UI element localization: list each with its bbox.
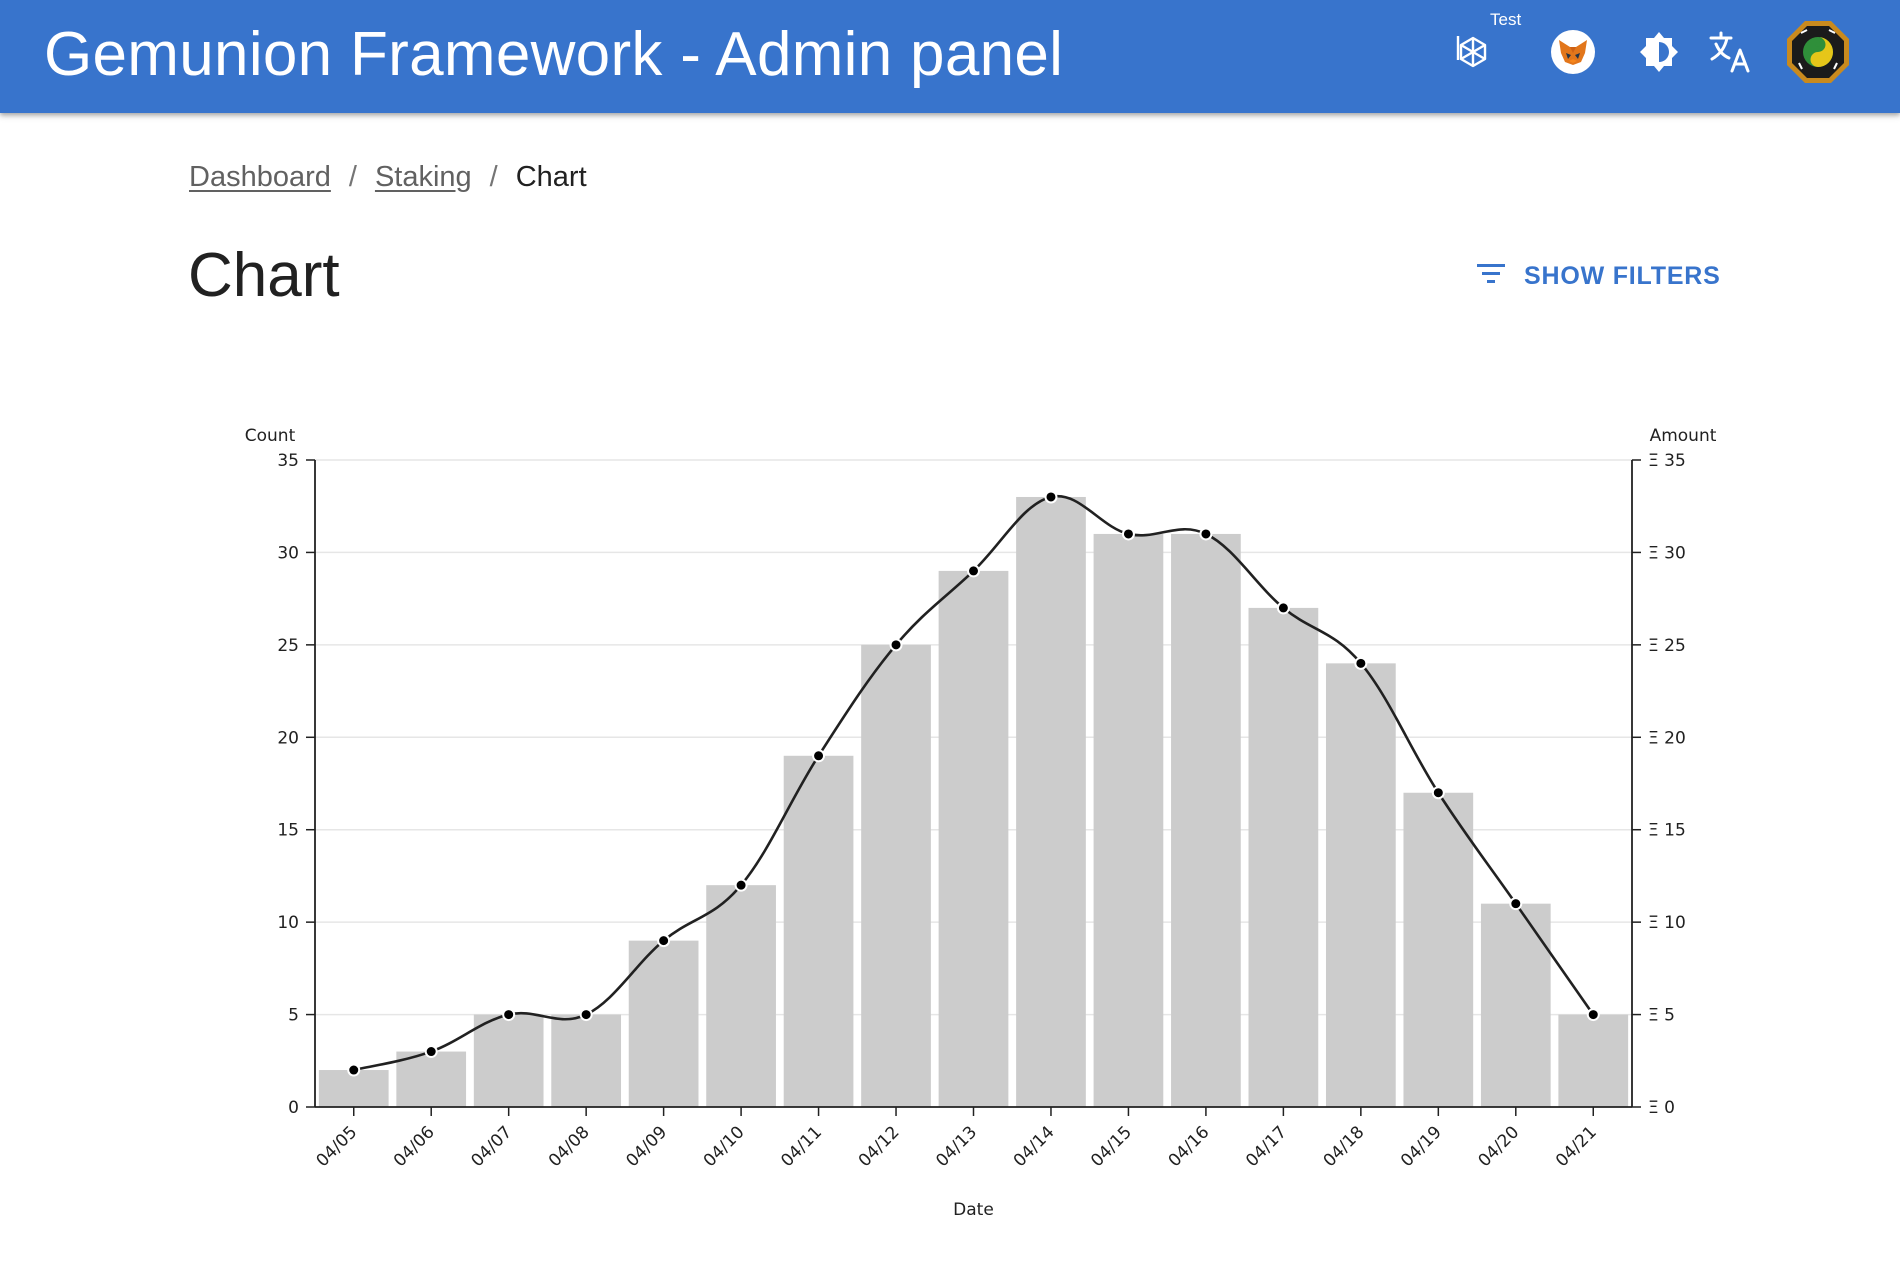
chart-bar — [628, 940, 699, 1107]
amount-point — [1354, 656, 1368, 670]
y-tick-label-right: Ξ 35 — [1648, 451, 1686, 471]
y-axis-title-left: Count — [245, 426, 296, 446]
chart-bar — [706, 885, 776, 1107]
breadcrumb-staking-link[interactable]: Staking — [374, 161, 472, 193]
page-title: Chart — [188, 241, 340, 310]
x-tick-label: 04/13 — [932, 1122, 981, 1171]
y-tick-label-left: 20 — [277, 728, 299, 748]
x-tick-label: 04/20 — [1475, 1122, 1524, 1171]
x-tick-label: 04/18 — [1320, 1122, 1369, 1171]
chart-bar — [1325, 663, 1396, 1107]
y-tick-label-left: 30 — [277, 543, 299, 563]
amount-point — [1509, 897, 1523, 911]
x-tick-label: 04/17 — [1242, 1122, 1291, 1171]
translate-icon — [1707, 28, 1755, 81]
x-tick-label: 04/08 — [545, 1122, 594, 1171]
chart-bar — [1016, 496, 1086, 1107]
show-filters-button[interactable]: SHOW FILTERS — [1476, 254, 1721, 298]
theme-toggle-button[interactable] — [1631, 26, 1687, 82]
amount-point — [889, 638, 903, 652]
x-tick-label: 04/19 — [1397, 1122, 1446, 1171]
x-tick-label: 04/16 — [1165, 1122, 1214, 1171]
chart-bar — [1248, 607, 1319, 1107]
amount-point — [502, 1008, 516, 1022]
amount-point — [1044, 490, 1058, 504]
x-axis-title: Date — [953, 1200, 994, 1220]
breadcrumb: Dashboard / Staking / Chart — [189, 159, 587, 195]
metamask-fox-icon — [1550, 29, 1596, 80]
chart-bar — [1093, 533, 1164, 1107]
language-button[interactable] — [1703, 26, 1759, 82]
chart-bar — [938, 570, 1009, 1107]
user-avatar-logo — [1785, 19, 1851, 90]
user-menu-button[interactable] — [1786, 20, 1850, 86]
amount-point — [579, 1008, 593, 1022]
chart-bar — [1171, 533, 1241, 1107]
app-bar: Gemunion Framework - Admin panel Test — [0, 0, 1900, 113]
y-tick-label-right: Ξ 25 — [1648, 636, 1686, 656]
y-axis-title-right: Amount — [1650, 426, 1717, 446]
breadcrumb-separator: / — [489, 161, 498, 193]
filter-list-icon — [1476, 261, 1506, 292]
chart-bar — [861, 644, 931, 1107]
y-tick-label-right: Ξ 10 — [1648, 913, 1686, 933]
x-tick-label: 04/21 — [1552, 1122, 1601, 1171]
chart-bar — [1558, 1014, 1629, 1107]
x-tick-label: 04/11 — [777, 1122, 826, 1171]
app-title: Gemunion Framework - Admin panel — [44, 20, 1064, 89]
chart-bar — [1480, 903, 1551, 1107]
y-tick-label-right: Ξ 5 — [1648, 1006, 1675, 1026]
amount-point — [967, 564, 980, 578]
show-filters-label: SHOW FILTERS — [1524, 261, 1721, 290]
network-label: Test — [1490, 10, 1522, 29]
x-tick-label: 04/09 — [622, 1122, 671, 1171]
amount-point — [657, 934, 671, 948]
breadcrumb-dashboard-link[interactable]: Dashboard — [189, 161, 331, 193]
amount-point — [347, 1063, 361, 1077]
breadcrumb-current: Chart — [515, 161, 587, 193]
brightness-icon — [1635, 28, 1683, 81]
x-tick-label: 04/06 — [390, 1122, 439, 1171]
x-tick-label: 04/05 — [312, 1122, 361, 1171]
chart-bar — [551, 1014, 622, 1107]
y-tick-label-right: Ξ 20 — [1648, 728, 1686, 748]
amount-point — [1199, 527, 1213, 541]
amount-point — [734, 878, 748, 892]
amount-point — [1586, 1008, 1600, 1022]
network-icon — [1451, 30, 1495, 79]
y-tick-label-left: 10 — [277, 913, 299, 933]
x-tick-label: 04/15 — [1087, 1122, 1136, 1171]
breadcrumb-separator: / — [348, 161, 357, 193]
amount-point — [1431, 786, 1445, 800]
x-tick-label: 04/14 — [1010, 1122, 1059, 1171]
y-tick-label-right: Ξ 15 — [1648, 821, 1686, 841]
chart-bar — [783, 755, 854, 1107]
chart-bar — [1403, 792, 1474, 1107]
network-switch-button[interactable] — [1445, 26, 1501, 82]
amount-point — [812, 749, 826, 763]
y-tick-label-right: Ξ 30 — [1648, 543, 1686, 563]
y-tick-label-left: 35 — [277, 451, 299, 471]
y-tick-label-left: 0 — [288, 1098, 299, 1118]
x-tick-label: 04/07 — [467, 1122, 516, 1171]
chart-bar — [473, 1014, 544, 1107]
amount-point — [1276, 601, 1290, 615]
y-tick-label-right: Ξ 0 — [1648, 1098, 1675, 1118]
wallet-button[interactable] — [1545, 26, 1601, 82]
y-tick-label-left: 5 — [288, 1006, 299, 1026]
x-tick-label: 04/12 — [855, 1122, 904, 1171]
x-tick-label: 04/10 — [700, 1122, 749, 1171]
amount-point — [1121, 527, 1135, 541]
amount-point — [424, 1045, 438, 1059]
y-tick-label-left: 15 — [277, 821, 299, 841]
y-tick-label-left: 25 — [277, 636, 299, 656]
chart-bar — [396, 1051, 467, 1107]
